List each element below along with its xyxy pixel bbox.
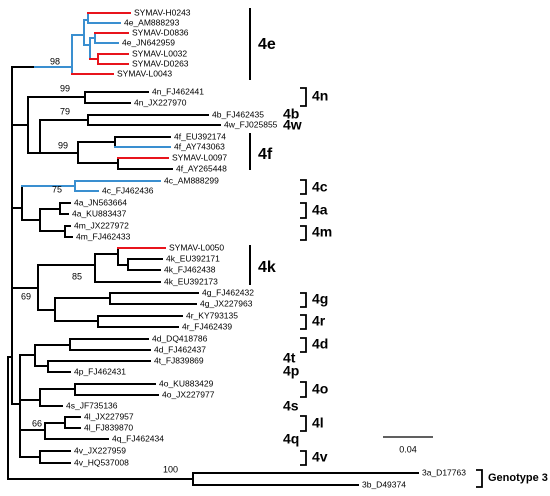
clade-bracket <box>476 469 483 488</box>
leaf-label: SYMAV-L0032 <box>132 48 187 58</box>
bootstrap-value: 99 <box>58 140 68 150</box>
leaf-label: 4b_FJ462435 <box>212 109 264 119</box>
bootstrap-value: 66 <box>32 418 42 428</box>
genotype-label: 4k <box>258 259 276 276</box>
leaf-label: 4p_FJ462431 <box>74 366 126 376</box>
clade-bracket <box>300 292 307 308</box>
leaf-label: 4o_KU883429 <box>159 378 214 388</box>
leaf-label: 4g_FJ462432 <box>202 287 254 297</box>
leaf-label: 4f_EU392174 <box>174 131 226 141</box>
bootstrap-value: 85 <box>72 271 82 281</box>
leaf-label: 4r_FJ462439 <box>182 321 232 331</box>
leaf-label: SYMAV-L0043 <box>117 68 172 78</box>
bootstrap-value: 98 <box>50 56 60 66</box>
leaf-label: 4n_FJ462441 <box>152 86 204 96</box>
genotype-label: 4b <box>283 106 299 122</box>
clade-bracket <box>300 225 307 241</box>
leaf-label: 4t_FJ839869 <box>154 355 204 365</box>
bootstrap-value: 100 <box>163 464 178 474</box>
genotype-label: 4l <box>312 415 324 431</box>
genotype-label: 4n <box>312 88 328 104</box>
leaf-label: 4q_FJ462434 <box>112 433 164 443</box>
bootstrap-value: 75 <box>52 184 62 194</box>
bootstrap-value: 99 <box>60 83 70 93</box>
scale-bar-label: 0.04 <box>399 444 417 454</box>
leaf-label: 4e_JN642959 <box>122 37 175 47</box>
genotype-label: 4m <box>312 224 332 240</box>
clade-bracket <box>300 202 307 219</box>
leaf-label: 4c_FJ462436 <box>102 185 154 195</box>
leaf-label: 4a_KU883437 <box>72 208 127 218</box>
branches <box>7 12 419 486</box>
leaf-label: 4e_AM888293 <box>124 17 180 27</box>
clade-bracket <box>300 381 307 398</box>
leaf-label: SYMAV-L0097 <box>172 152 227 162</box>
genotype-label: 4r <box>312 313 326 329</box>
leaf-label: 4k_EU392173 <box>164 276 218 286</box>
leaf-label: 4r_KY793135 <box>186 310 238 320</box>
genotype-label: 4f <box>258 146 273 163</box>
leaf-label: 4n_JX227970 <box>134 97 187 107</box>
leaf-label: 4m_FJ462433 <box>76 231 131 241</box>
leaf-label: 4s_JF735136 <box>66 400 118 410</box>
genotype-label: 4s <box>283 398 299 414</box>
clade-bracket <box>300 87 307 107</box>
leaf-label: 4f_AY743063 <box>174 141 225 151</box>
bootstrap-value: 79 <box>60 106 70 116</box>
leaf-label: SYMAV-H0243 <box>134 7 191 17</box>
leaf-label: 4d_DQ418786 <box>152 333 208 343</box>
clade-bracket <box>300 450 307 466</box>
leaf-label: 4a_JN563664 <box>74 197 127 207</box>
bootstrap-value: 69 <box>21 291 31 301</box>
clade-bracket <box>300 179 307 195</box>
genotype-label: 4g <box>312 291 328 307</box>
leaf-label: 3b_D49374 <box>362 479 406 489</box>
genotype-label: 4c <box>312 179 328 195</box>
leaf-label: 4o_JX227977 <box>162 389 215 399</box>
clade-bracket <box>300 415 307 432</box>
leaf-label: SYMAV-D0263 <box>132 58 189 68</box>
genotype-label: Genotype 3 <box>488 472 548 484</box>
leaf-label: 4k_FJ462438 <box>164 264 216 274</box>
genotype-label: 4o <box>312 381 328 397</box>
genotype-label: 4v <box>312 449 328 465</box>
genotype-label: 4d <box>312 336 328 352</box>
genotype-label: 4a <box>312 202 328 218</box>
clade-bracket <box>300 337 307 353</box>
genotype-label: 4p <box>283 363 299 379</box>
leaf-label: SYMAV-L0050 <box>169 242 224 252</box>
leaf-label: 4m_JX227972 <box>74 220 129 230</box>
leaf-label: 4l_FJ839870 <box>84 422 133 432</box>
leaf-label: 4l_JX227957 <box>84 411 134 421</box>
clade-bracket <box>300 314 307 330</box>
leaf-label: 4c_AM888299 <box>164 175 219 185</box>
leaf-label: 4v_JX227959 <box>74 445 126 455</box>
genotype-label: 4q <box>283 431 299 447</box>
genotype-label: 4e <box>258 36 276 53</box>
leaf-label: SYMAV-D0836 <box>132 27 189 37</box>
leaf-label: 4k_EU392171 <box>166 253 220 263</box>
leaf-label: 3a_D17763 <box>422 467 466 477</box>
leaf-label: 4d_FJ462437 <box>154 344 206 354</box>
leaf-label: 4f_AY265448 <box>176 163 227 173</box>
leaf-label: 4g_JX227963 <box>200 298 253 308</box>
genotype-label: 4w <box>283 117 302 133</box>
leaf-label: 4w_FJ025855 <box>224 119 278 129</box>
genotype-label: 4t <box>283 350 296 366</box>
leaf-label: 4v_HQ537008 <box>74 457 129 467</box>
